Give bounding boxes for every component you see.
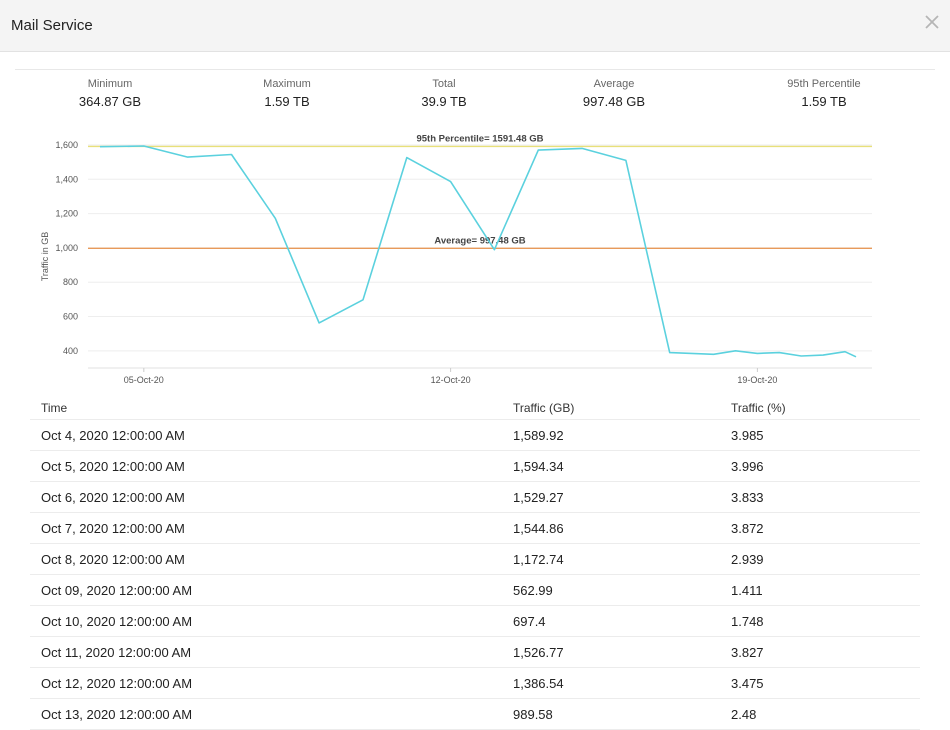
cell-traffic-pct: 3.475 [731,676,764,691]
table-row[interactable]: Oct 6, 2020 12:00:00 AM 1,529.27 3.833 [30,482,920,513]
cell-traffic-gb: 1,386.54 [513,676,564,691]
stat-label: Total [374,78,514,90]
average-label: Average= 997.48 GB [434,235,525,246]
traffic-chart: 400 600 800 1,000 1,200 1,400 1,600 05-Oct-20 12… [0,128,950,390]
cell-traffic-pct: 2.939 [731,552,764,567]
y-tick-label: 600 [63,312,78,322]
cell-traffic-pct: 3.996 [731,459,764,474]
cell-traffic-pct: 3.827 [731,645,764,660]
y-tick-label: 800 [63,277,78,287]
y-tick-label: 1,200 [55,209,78,219]
x-tick-label: 19-Oct-20 [737,375,777,385]
stat-value: 364.87 GB [40,94,180,109]
cell-traffic-gb: 697.4 [513,614,546,629]
close-icon[interactable] [922,12,942,32]
stat-total: Total 39.9 TB [374,78,514,109]
percentile-95-label: 95th Percentile= 1591.48 GB [416,133,543,144]
table-row[interactable]: Oct 4, 2020 12:00:00 AM 1,589.92 3.985 [30,420,920,451]
divider [15,69,935,70]
traffic-series-line [100,146,856,357]
y-tick-label: 400 [63,346,78,356]
table-row[interactable]: Oct 09, 2020 12:00:00 AM 562.99 1.411 [30,575,920,606]
cell-traffic-gb: 1,544.86 [513,521,564,536]
stat-average: Average 997.48 GB [544,78,684,109]
stat-label: Minimum [40,78,180,90]
stat-value: 1.59 TB [754,94,894,109]
x-tick-label: 12-Oct-20 [431,375,471,385]
cell-traffic-pct: 3.985 [731,428,764,443]
stat-label: Average [544,78,684,90]
stat-label: Maximum [217,78,357,90]
y-tick-label: 1,000 [55,243,78,253]
stat-minimum: Minimum 364.87 GB [40,78,180,109]
cell-time: Oct 09, 2020 12:00:00 AM [41,583,192,598]
cell-time: Oct 5, 2020 12:00:00 AM [41,459,185,474]
stat-value: 1.59 TB [217,94,357,109]
table-header-row: Time Traffic (GB) Traffic (%) [30,395,920,420]
table-row[interactable]: Oct 5, 2020 12:00:00 AM 1,594.34 3.996 [30,451,920,482]
table-row[interactable]: Oct 10, 2020 12:00:00 AM 697.4 1.748 [30,606,920,637]
traffic-table: Time Traffic (GB) Traffic (%) Oct 4, 202… [30,395,920,730]
stat-95th-percentile: 95th Percentile 1.59 TB [754,78,894,109]
cell-traffic-pct: 3.872 [731,521,764,536]
cell-traffic-gb: 1,526.77 [513,645,564,660]
y-axis-label: Traffic in GB [40,232,50,282]
y-tick-label: 1,400 [55,174,78,184]
table-row[interactable]: Oct 13, 2020 12:00:00 AM 989.58 2.48 [30,699,920,730]
table-row[interactable]: Oct 8, 2020 12:00:00 AM 1,172.74 2.939 [30,544,920,575]
cell-traffic-pct: 2.48 [731,707,756,722]
cell-time: Oct 12, 2020 12:00:00 AM [41,676,192,691]
cell-traffic-gb: 1,529.27 [513,490,564,505]
cell-traffic-pct: 1.411 [731,583,763,598]
cell-traffic-pct: 3.833 [731,490,764,505]
table-row[interactable]: Oct 7, 2020 12:00:00 AM 1,544.86 3.872 [30,513,920,544]
cell-time: Oct 13, 2020 12:00:00 AM [41,707,192,722]
cell-time: Oct 10, 2020 12:00:00 AM [41,614,192,629]
table-row[interactable]: Oct 11, 2020 12:00:00 AM 1,526.77 3.827 [30,637,920,668]
stat-value: 39.9 TB [374,94,514,109]
cell-traffic-gb: 1,589.92 [513,428,564,443]
stat-label: 95th Percentile [754,78,894,90]
y-tick-label: 1,600 [55,140,78,150]
cell-traffic-pct: 1.748 [731,614,764,629]
cell-time: Oct 8, 2020 12:00:00 AM [41,552,185,567]
x-tick-label: 05-Oct-20 [124,375,164,385]
cell-time: Oct 7, 2020 12:00:00 AM [41,521,185,536]
cell-time: Oct 11, 2020 12:00:00 AM [41,645,191,660]
window-title: Mail Service [11,17,93,34]
cell-traffic-gb: 989.58 [513,707,553,722]
cell-traffic-gb: 1,594.34 [513,459,564,474]
header-traffic-gb: Traffic (GB) [513,401,574,415]
window-header: Mail Service [0,0,950,52]
cell-traffic-gb: 1,172.74 [513,552,564,567]
cell-time: Oct 6, 2020 12:00:00 AM [41,490,185,505]
header-traffic-pct: Traffic (%) [731,401,786,415]
header-time: Time [41,401,67,415]
cell-traffic-gb: 562.99 [513,583,553,598]
stat-maximum: Maximum 1.59 TB [217,78,357,109]
cell-time: Oct 4, 2020 12:00:00 AM [41,428,185,443]
stat-value: 997.48 GB [544,94,684,109]
table-row[interactable]: Oct 12, 2020 12:00:00 AM 1,386.54 3.475 [30,668,920,699]
